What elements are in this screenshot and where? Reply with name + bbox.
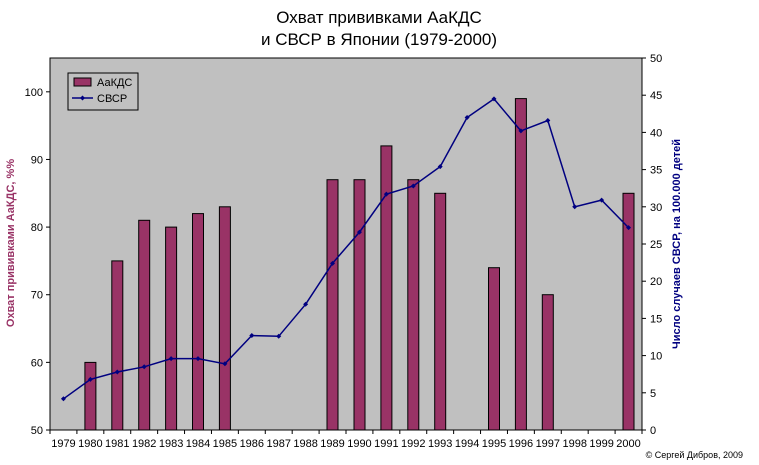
right-tick-label: 25 <box>650 239 662 251</box>
legend-swatch-bar <box>73 77 92 87</box>
point-1980 <box>87 376 93 382</box>
bar-1991 <box>380 145 393 431</box>
x-tick-label: 1989 <box>320 438 344 450</box>
x-tick-label: 1983 <box>159 438 183 450</box>
right-tick-label: 5 <box>650 388 656 400</box>
point-1994 <box>464 115 470 121</box>
bar-1992 <box>407 179 420 431</box>
line-path <box>63 97 630 400</box>
point-1991 <box>383 191 389 197</box>
point-1985 <box>222 361 228 367</box>
legend-label-line: СВСР <box>97 93 127 105</box>
x-tick-label: 1997 <box>536 438 560 450</box>
point-1993 <box>437 164 443 170</box>
x-tick-label: 1993 <box>428 438 452 450</box>
bar-1990 <box>353 179 366 431</box>
left-tick-label: 50 <box>31 425 43 437</box>
left-tick-label: 90 <box>31 154 43 166</box>
left-tick-label: 80 <box>31 222 43 234</box>
credit: © Сергей Дибров, 2009 <box>646 450 743 460</box>
right-tick-label: 40 <box>650 127 662 139</box>
right-tick-label: 45 <box>650 90 662 102</box>
point-1988 <box>303 301 309 307</box>
point-1989 <box>330 260 336 266</box>
x-tick-label: 1987 <box>266 438 290 450</box>
bar-1996 <box>514 98 527 431</box>
left-tick-label: 70 <box>31 290 43 302</box>
point-1982 <box>141 364 147 370</box>
x-tick-label: 1980 <box>78 438 102 450</box>
bar-1989 <box>326 179 339 431</box>
x-tick-label: 2000 <box>616 438 640 450</box>
bar-1985 <box>218 206 231 431</box>
right-tick-label: 0 <box>650 425 656 437</box>
x-tick-label: 1992 <box>401 438 425 450</box>
x-tick-label: 1988 <box>293 438 317 450</box>
right-tick-label: 35 <box>650 165 662 177</box>
point-1998 <box>572 204 578 210</box>
right-tick-label: 20 <box>650 276 662 288</box>
right-axis-label: Число случаев СВСР, на 100.000 детей <box>671 139 683 349</box>
right-tick-label: 50 <box>650 53 662 65</box>
right-tick-label: 30 <box>650 202 662 214</box>
point-1990 <box>356 229 362 235</box>
x-tick-label: 1986 <box>240 438 264 450</box>
point-1984 <box>195 356 201 362</box>
left-axis-label: Охват прививками АаКДС, %% <box>5 159 17 327</box>
point-1979 <box>60 396 66 402</box>
bar-1983 <box>165 226 178 431</box>
bar-1982 <box>138 219 151 431</box>
legend: АаКДС СВСР <box>67 72 139 111</box>
legend-swatch-marker <box>80 95 85 101</box>
line-series <box>60 96 632 402</box>
x-tick-label: 1985 <box>213 438 237 450</box>
bar-1995 <box>488 267 500 431</box>
bar-1993 <box>434 192 447 431</box>
bar-2000 <box>622 192 635 431</box>
point-1996 <box>518 128 524 134</box>
bar-1981 <box>111 260 124 431</box>
point-1995 <box>491 96 497 102</box>
x-tick-label: 1995 <box>482 438 506 450</box>
left-axis: 50 60 70 80 90 100 <box>25 87 50 437</box>
bar-series <box>84 98 635 431</box>
x-tick-label: 1979 <box>51 438 75 450</box>
point-1997 <box>545 117 551 123</box>
right-axis: 0 5 10 15 20 25 30 35 40 45 50 <box>642 53 662 437</box>
left-tick-label: 60 <box>31 357 43 369</box>
point-1999 <box>599 197 605 203</box>
point-1992 <box>410 183 416 189</box>
left-tick-label: 100 <box>25 87 43 99</box>
right-tick-label: 10 <box>650 351 662 363</box>
x-axis: 1979 1980 1981 1982 1983 1984 1985 1986 1987 1988… <box>49 430 643 450</box>
x-tick-label: 1998 <box>562 438 586 450</box>
point-2000 <box>626 225 632 231</box>
bar-1997 <box>541 294 554 431</box>
x-tick-label: 1984 <box>186 438 210 450</box>
chart-title-line-2: и СВСР в Японии (1979-2000) <box>261 30 497 49</box>
x-tick-label: 1996 <box>509 438 533 450</box>
right-tick-label: 15 <box>650 313 662 325</box>
bar-1984 <box>192 213 204 431</box>
x-tick-label: 1982 <box>132 438 156 450</box>
bar-1980 <box>84 361 97 431</box>
x-tick-label: 1999 <box>589 438 613 450</box>
x-tick-label: 1990 <box>347 438 371 450</box>
point-1981 <box>114 369 120 375</box>
point-1983 <box>168 356 174 362</box>
x-tick-label: 1981 <box>105 438 129 450</box>
point-1987 <box>276 333 282 339</box>
legend-label-bar: АаКДС <box>97 77 132 89</box>
chart-title-line-1: Охват прививками АаКДС <box>276 8 482 27</box>
point-1986 <box>249 333 255 339</box>
x-tick-label: 1991 <box>374 438 398 450</box>
x-tick-label: 1994 <box>455 438 479 450</box>
